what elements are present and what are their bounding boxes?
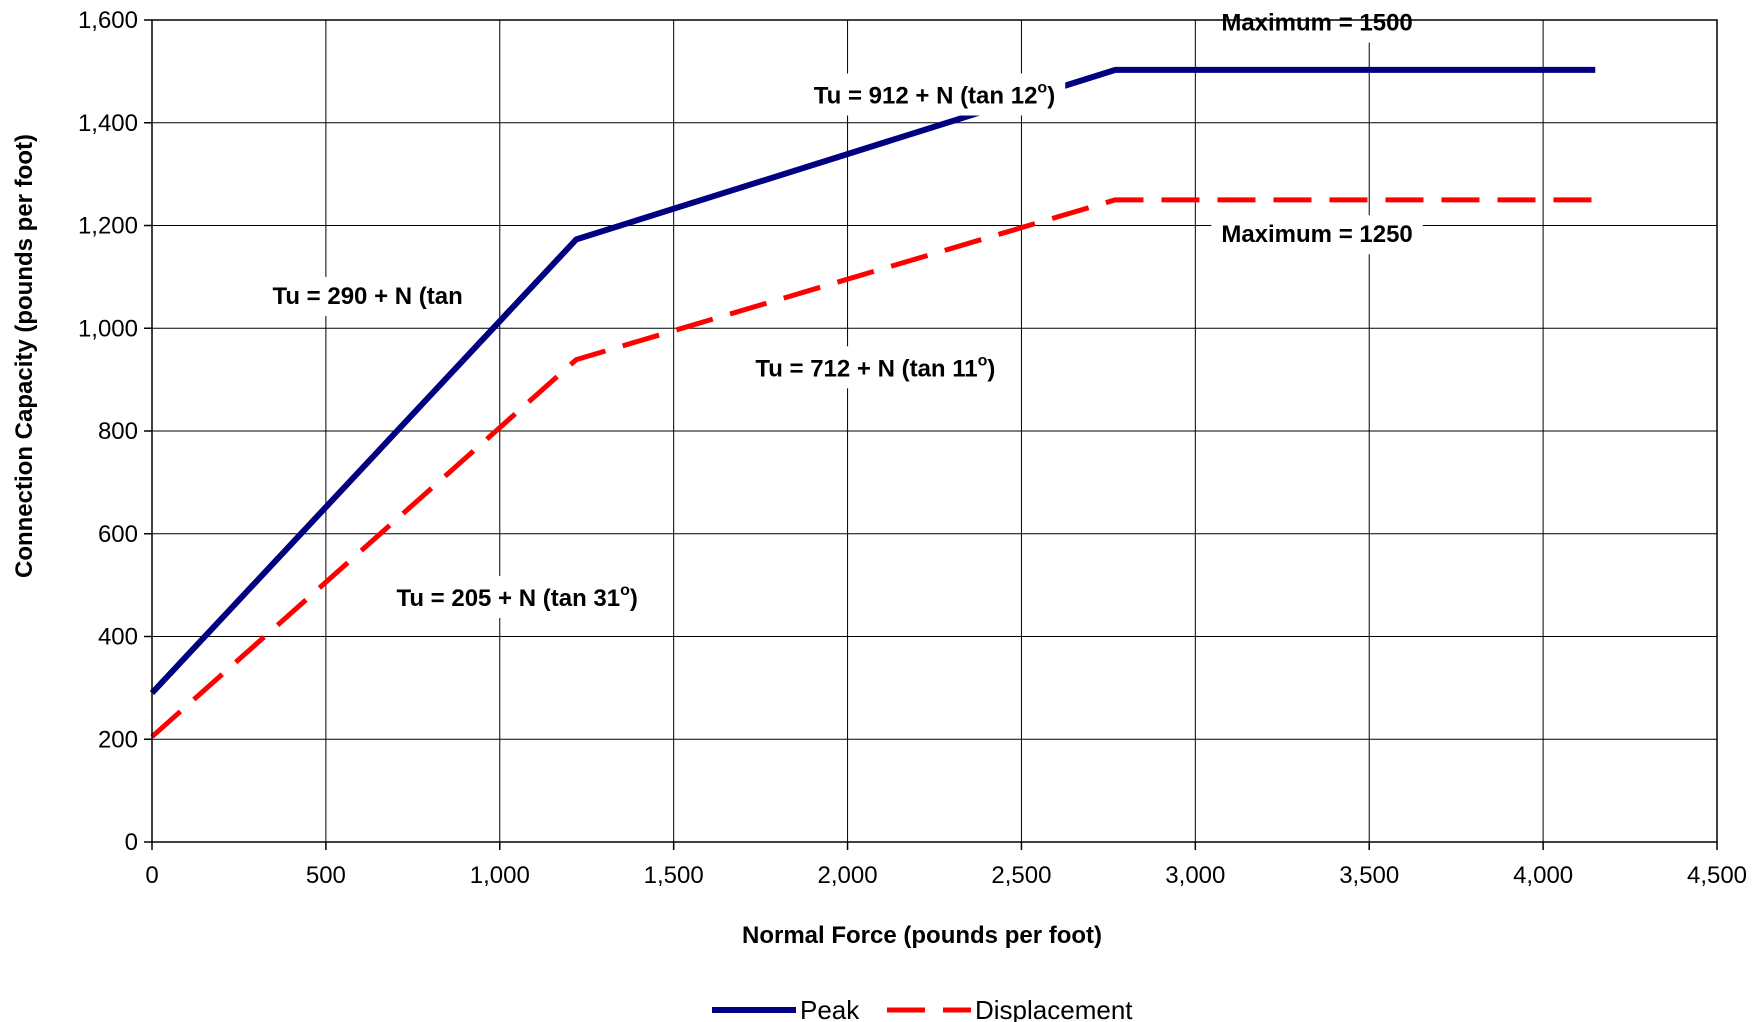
annotation-tu290: Tu = 290 + N (tan xyxy=(262,276,473,316)
annotation-text: Tu = 205 + N (tan 31o) xyxy=(396,582,637,612)
x-tick-label: 1,000 xyxy=(470,862,530,889)
legend-label-displacement: Displacement xyxy=(975,995,1133,1022)
annotation-background xyxy=(262,276,473,316)
annotation-background xyxy=(1211,215,1423,255)
x-tick-label: 0 xyxy=(145,862,158,889)
y-tick-label: 400 xyxy=(98,624,138,651)
annotation-max1500: Maximum = 1500 xyxy=(1211,3,1423,43)
annotations: Maximum = 1500 Tu = 912 + N (tan 12o) Maxi… xyxy=(262,3,1423,618)
annotation-background xyxy=(803,73,1066,116)
x-axis-title: Normal Force (pounds per foot) xyxy=(742,922,1102,949)
x-tick-label: 500 xyxy=(306,862,346,889)
x-tick-label: 3,000 xyxy=(1165,862,1225,889)
annotation-background xyxy=(386,575,648,618)
series-line-displacement xyxy=(150,197,1596,739)
legend-label-peak: Peak xyxy=(800,995,860,1022)
y-tick-label: 1,000 xyxy=(78,315,138,342)
annotation-text: Tu = 712 + N (tan 11o) xyxy=(755,352,995,382)
y-axis-title: Connection Capacity (pounds per foot) xyxy=(11,134,38,578)
x-tick-label: 2,500 xyxy=(991,862,1051,889)
y-tick-label: 1,600 xyxy=(78,7,138,34)
annotation-background xyxy=(1211,3,1423,43)
annotation-text: Maximum = 1250 xyxy=(1221,221,1412,248)
y-tick-label: 1,400 xyxy=(78,110,138,137)
annotation-tu205: Tu = 205 + N (tan 31o) xyxy=(386,575,648,618)
annotation-max1250: Maximum = 1250 xyxy=(1211,215,1423,255)
x-tick-label: 4,000 xyxy=(1513,862,1573,889)
y-tick-label: 1,200 xyxy=(78,213,138,240)
annotation-text: Tu = 290 + N (tan xyxy=(272,283,462,310)
y-tick-label: 0 xyxy=(125,829,138,856)
series-line-peak xyxy=(149,66,1596,696)
axes xyxy=(144,19,1718,850)
y-tick-label: 800 xyxy=(98,418,138,445)
grid xyxy=(151,19,1718,843)
x-tick-label: 3,500 xyxy=(1339,862,1399,889)
y-tick-label: 600 xyxy=(98,521,138,548)
legend: Peak Displacement xyxy=(712,995,1133,1022)
tick-labels: 0 500 1,000 1,500 2,000 2,500 3,000 3,500 4,000 4… xyxy=(78,7,1747,889)
x-tick-label: 4,500 xyxy=(1687,862,1747,889)
annotation-tu912: Tu = 912 + N (tan 12o) xyxy=(803,73,1066,116)
x-tick-label: 1,500 xyxy=(644,862,704,889)
annotation-text: Tu = 912 + N (tan 12o) xyxy=(814,80,1055,110)
annotation-tu712: Tu = 712 + N (tan 11o) xyxy=(745,346,1006,389)
annotation-background xyxy=(745,346,1006,389)
annotation-text: Maximum = 1500 xyxy=(1221,10,1412,37)
y-tick-label: 200 xyxy=(98,726,138,753)
x-tick-label: 2,000 xyxy=(818,862,878,889)
